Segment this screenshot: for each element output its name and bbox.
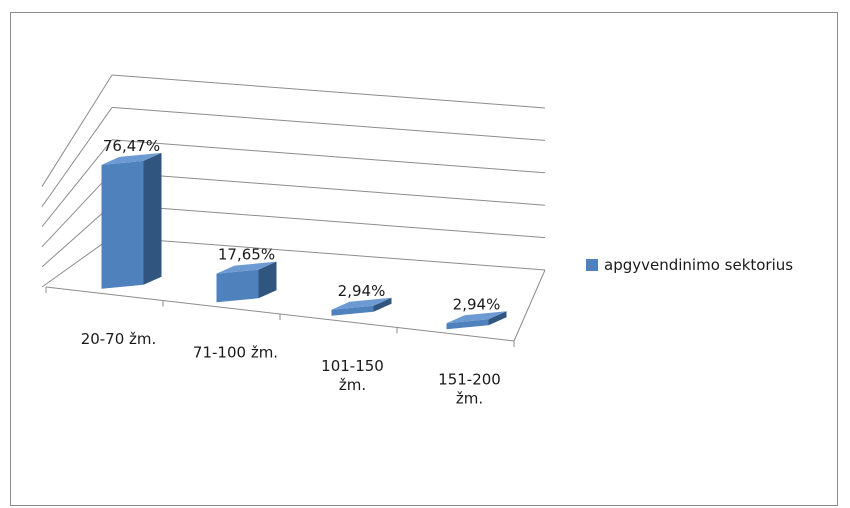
bar-front xyxy=(331,305,374,316)
category-label: 20-70 žm. xyxy=(81,330,157,348)
data-label: 17,65% xyxy=(218,246,275,264)
bar-front xyxy=(101,160,144,289)
floor-right-edge xyxy=(513,269,546,342)
category-label: 101-150 žm. xyxy=(321,357,384,394)
data-labels: 76,47% 17,65% 2,94% 2,94% xyxy=(103,137,500,313)
data-label: 2,94% xyxy=(453,295,501,313)
bar xyxy=(216,261,277,303)
bar-side xyxy=(373,297,392,312)
bars xyxy=(101,152,507,330)
side-gridline xyxy=(41,204,113,268)
gridline xyxy=(111,139,546,174)
grid-lines xyxy=(41,74,546,347)
bar-top xyxy=(101,152,162,165)
bar-side xyxy=(143,152,162,285)
gridline xyxy=(111,171,546,206)
bar-front xyxy=(216,269,259,303)
category-label: 71-100 žm. xyxy=(193,343,278,361)
bar-top xyxy=(446,311,507,324)
gridline xyxy=(111,236,546,271)
gridline xyxy=(111,204,546,239)
bar xyxy=(331,297,392,316)
bar-side xyxy=(488,311,507,326)
bar xyxy=(446,311,507,330)
legend: apgyvendinimo sektorius xyxy=(586,256,793,274)
bar-top xyxy=(331,297,392,310)
bar-front xyxy=(446,319,489,330)
side-gridline xyxy=(41,171,113,248)
gridline xyxy=(111,74,546,109)
bar-top xyxy=(216,261,277,274)
side-gridline xyxy=(41,74,113,187)
side-gridline xyxy=(41,107,113,207)
side-gridline xyxy=(41,236,113,288)
legend-swatch xyxy=(586,259,598,271)
bar xyxy=(101,152,162,289)
bar-side xyxy=(258,261,277,299)
side-gridline xyxy=(41,139,113,228)
data-label: 76,47% xyxy=(103,137,160,155)
gridline xyxy=(111,106,546,141)
category-labels: 20-70 žm. 71-100 žm. 101-150 žm. 151-200 žm. xyxy=(81,330,501,408)
category-label: 151-200 žm. xyxy=(438,370,501,407)
legend-label: apgyvendinimo sektorius xyxy=(604,256,794,274)
data-label: 2,94% xyxy=(338,282,386,300)
